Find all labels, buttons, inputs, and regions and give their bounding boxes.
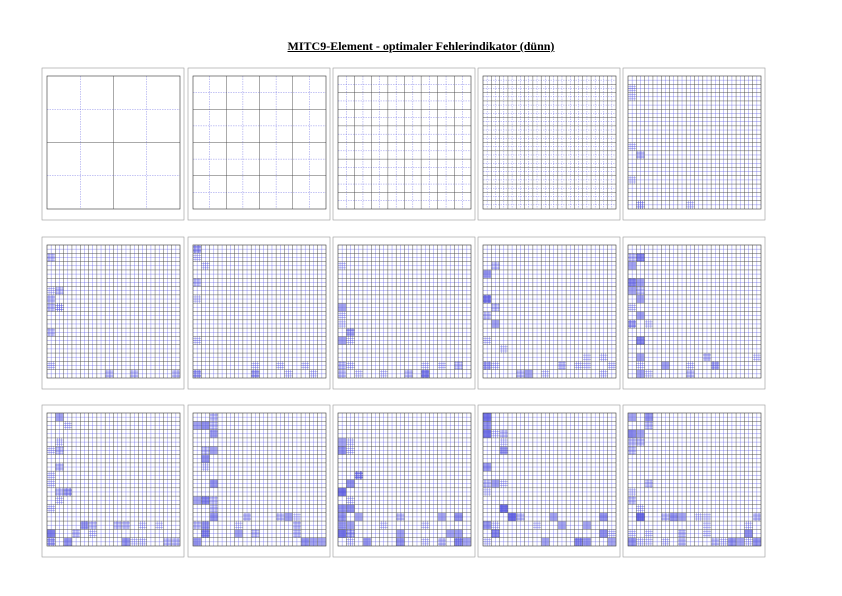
mesh-element-lines [193, 76, 326, 209]
mesh-panel [622, 236, 766, 390]
panel-frame [41, 236, 185, 390]
mesh-panel [332, 67, 476, 221]
mesh-boundary [46, 75, 181, 210]
panel-frame [622, 67, 766, 221]
mesh-panel [477, 236, 621, 390]
mesh-boundary [192, 75, 327, 210]
mesh-boundary [192, 412, 327, 547]
mesh-panel [622, 404, 766, 558]
mesh-boundary [337, 75, 472, 210]
panel-frame [41, 404, 185, 558]
mesh-element-lines [338, 413, 471, 546]
panel-frame [187, 404, 331, 558]
panel-frame [187, 236, 331, 390]
mesh-panel [187, 236, 331, 390]
mesh-panel [187, 67, 331, 221]
mesh-boundary [337, 244, 472, 379]
mesh-element-lines [483, 245, 616, 378]
mesh-element-lines [47, 413, 180, 546]
mesh-boundary [46, 412, 181, 547]
mesh-element-lines [628, 76, 761, 209]
mesh-element-lines [483, 413, 616, 546]
panel-frame [477, 67, 621, 221]
panel-frame [332, 236, 476, 390]
mesh-boundary [627, 75, 762, 210]
panel-frame [622, 236, 766, 390]
mesh-element-lines [47, 76, 180, 209]
panel-frame [332, 67, 476, 221]
mesh-panel [187, 404, 331, 558]
mesh-panel [332, 236, 476, 390]
mesh-element-lines [47, 245, 180, 378]
mesh-boundary [337, 412, 472, 547]
mesh-element-lines [628, 245, 761, 378]
mesh-element-lines [338, 76, 471, 209]
mesh-panel [477, 67, 621, 221]
mesh-boundary [627, 412, 762, 547]
panel-frame [41, 67, 185, 221]
page-title: MITC9-Element - optimaler Fehlerindikato… [287, 39, 555, 53]
panel-frame [477, 236, 621, 390]
mesh-panel [332, 404, 476, 558]
mesh-boundary [627, 244, 762, 379]
mesh-panel [477, 404, 621, 558]
mesh-boundary [46, 244, 181, 379]
mesh-boundary [482, 75, 617, 210]
mesh-element-lines [193, 245, 326, 378]
mesh-element-lines [483, 76, 616, 209]
panel-frame [187, 67, 331, 221]
panel-frame [332, 404, 476, 558]
mesh-boundary [482, 244, 617, 379]
panel-frame [622, 404, 766, 558]
mesh-panel [622, 67, 766, 221]
mesh-boundary [192, 244, 327, 379]
mesh-panel [41, 404, 185, 558]
mesh-panel [41, 236, 185, 390]
mesh-element-lines [338, 245, 471, 378]
mesh-boundary [482, 412, 617, 547]
panel-frame [477, 404, 621, 558]
mesh-element-lines [628, 413, 761, 546]
mesh-panel [41, 67, 185, 221]
mesh-element-lines [193, 413, 326, 546]
